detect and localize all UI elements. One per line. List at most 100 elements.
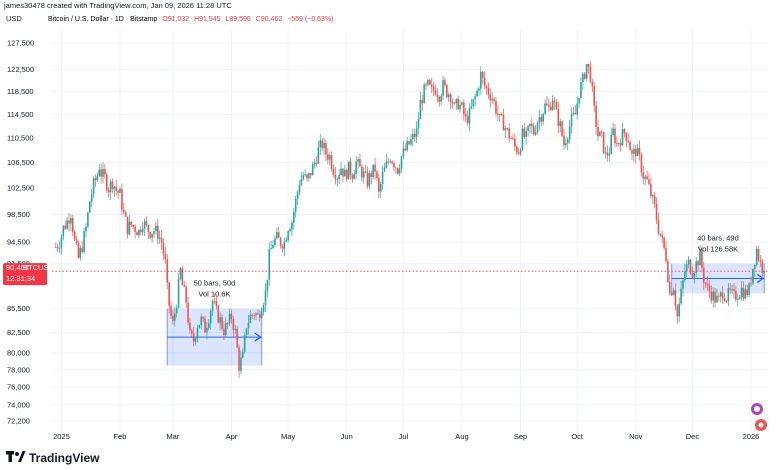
candle-body <box>553 100 556 103</box>
candle-body <box>712 291 715 301</box>
candle-body <box>198 324 201 329</box>
candle-body <box>457 98 459 110</box>
candle-body <box>257 313 259 315</box>
candle-body <box>678 303 681 317</box>
candle-body <box>444 80 446 85</box>
y-tick-label: 114,500 <box>7 110 34 119</box>
candle-body <box>502 114 505 131</box>
candle-body <box>619 143 622 146</box>
candle-body <box>706 284 709 286</box>
candle-body <box>243 335 246 352</box>
candle-body <box>153 231 155 234</box>
candle-body <box>582 73 584 83</box>
candle-body <box>79 248 82 258</box>
open-value: O91,032 <box>162 16 189 23</box>
candle-body <box>519 149 522 154</box>
y-tick-label: 72,200 <box>7 417 30 426</box>
candle-body <box>461 102 463 105</box>
candle-body <box>143 221 146 229</box>
candle-body <box>62 225 65 237</box>
candle-body <box>621 129 624 146</box>
candle-body <box>306 174 308 179</box>
candle-body <box>763 271 766 274</box>
candle-body <box>481 71 484 78</box>
candle-body <box>695 261 698 273</box>
candle-body <box>389 161 391 163</box>
candle-body <box>179 268 182 279</box>
y-axis-ticks: 127,500 122,500 118,500 114,500 110,500 106,5… <box>7 38 34 425</box>
candle-body <box>325 142 327 155</box>
candle-body <box>693 272 696 278</box>
candle-body <box>56 247 59 249</box>
candle-body <box>682 279 684 289</box>
candle-body <box>230 313 233 319</box>
candle-body <box>478 88 480 91</box>
candle-body <box>181 268 184 286</box>
candle-body <box>761 261 764 274</box>
candle-body <box>684 271 686 280</box>
candle-body <box>334 174 337 180</box>
candle-body <box>202 316 204 319</box>
tradingview-logo: TradingView <box>6 451 100 465</box>
price-tag-symbol: BTCUSD <box>23 263 54 272</box>
candle-body <box>529 123 531 127</box>
candle-body <box>459 104 461 110</box>
candle-body <box>240 357 242 371</box>
candle-body <box>572 112 575 114</box>
reset-chart-button[interactable] <box>751 403 763 415</box>
candle-body <box>225 323 227 336</box>
candle-body <box>274 238 276 245</box>
candle-body <box>77 243 80 258</box>
candle-body <box>723 298 726 301</box>
candle-body <box>75 239 78 244</box>
candle-body <box>663 237 665 248</box>
candle-body <box>158 237 161 239</box>
candle-body <box>68 220 70 224</box>
candle-body <box>344 169 346 177</box>
candle-body <box>676 305 679 317</box>
candle-body <box>294 198 297 212</box>
candle-body <box>608 153 611 156</box>
candle-body <box>160 237 163 243</box>
y-tick-label: 76,000 <box>7 383 30 392</box>
candle-body <box>617 143 620 144</box>
candle-body <box>361 166 363 178</box>
candle-body <box>104 169 106 175</box>
candle-body <box>580 82 582 98</box>
candle-body <box>221 317 223 329</box>
candle-body <box>317 147 320 164</box>
candle-body <box>58 248 61 250</box>
settings-button[interactable] <box>755 419 767 431</box>
candle-body <box>648 179 650 185</box>
candle-body <box>546 103 548 106</box>
candle-body <box>321 140 323 149</box>
candle-body <box>559 121 561 127</box>
candle-body <box>551 100 554 110</box>
y-tick-label: 110,500 <box>7 134 34 143</box>
candle-body <box>514 138 516 147</box>
candle-body <box>262 305 265 313</box>
candle-body <box>313 162 316 165</box>
candle-body <box>446 84 448 98</box>
candle-body <box>196 328 199 339</box>
candle-body <box>531 123 533 127</box>
candle-body <box>187 302 189 323</box>
candle-body <box>421 99 424 104</box>
candle-body <box>308 173 310 179</box>
close-value: C90,462 <box>256 16 283 23</box>
change-value: −569 (−0.63%) <box>287 16 333 23</box>
y-tick-label: 98,500 <box>7 210 30 219</box>
candle-body <box>419 99 422 120</box>
candle-body <box>281 245 284 249</box>
y-tick-label: 74,000 <box>7 400 30 409</box>
candle-body <box>521 128 524 150</box>
candle-body <box>646 176 648 180</box>
candle-body <box>449 94 452 102</box>
candle-body <box>463 102 465 115</box>
candle-body <box>408 141 410 145</box>
candle-body <box>304 174 306 176</box>
candle-body <box>536 122 539 133</box>
candle-body <box>155 225 157 232</box>
candle-body <box>464 114 467 117</box>
